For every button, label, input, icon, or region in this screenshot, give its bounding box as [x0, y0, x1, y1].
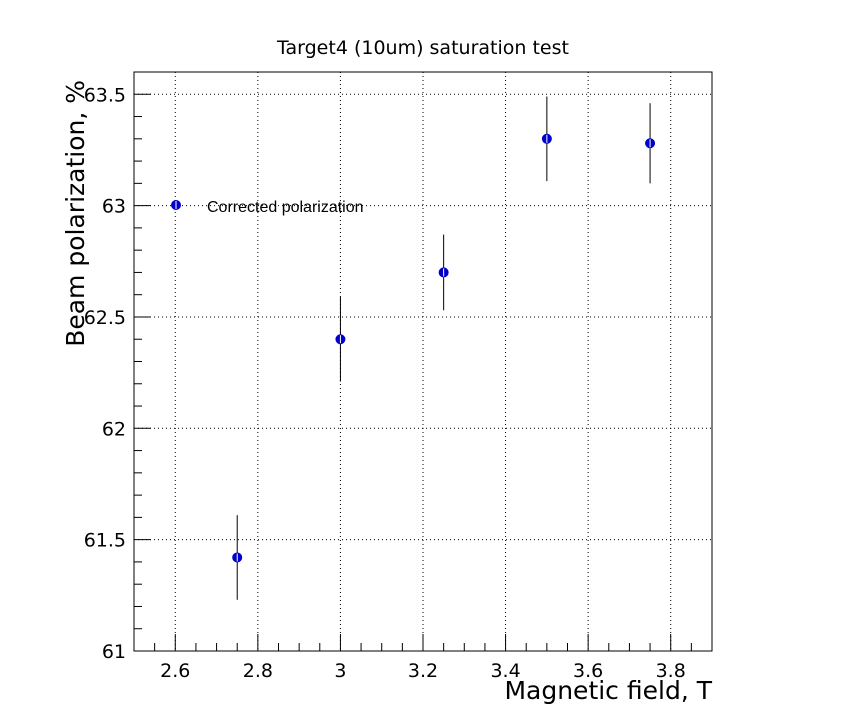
y-tick-label: 62.5 [84, 307, 126, 329]
legend: Corrected polarization [171, 199, 364, 216]
data-point [438, 267, 449, 278]
data-point [232, 552, 243, 563]
x-tick-label: 3.4 [490, 660, 520, 682]
x-tick-label: 3.6 [573, 660, 603, 682]
data-series [232, 96, 656, 600]
x-tick-label: 3 [334, 660, 346, 682]
data-point [645, 138, 656, 149]
legend-label: Corrected polarization [207, 199, 364, 216]
y-tick-label: 63.5 [84, 84, 126, 106]
y-tick-label: 61.5 [84, 530, 126, 552]
grid-lines [134, 72, 712, 652]
legend-marker [171, 200, 181, 210]
y-tick-label: 61 [102, 641, 126, 663]
x-tick-label: 2.6 [160, 660, 190, 682]
y-tick-label: 62 [102, 418, 126, 440]
y-axis-title: Beam polarization, % [61, 80, 90, 347]
tick-labels: 2.6 2.8 3 3.2 3.4 3.6 3.8 61 61.5 62 62.5 63 63.5 [84, 84, 686, 682]
legend-marker-dot [171, 200, 181, 210]
x-axis-title: Magnetic field, T [504, 676, 712, 705]
axis-ticks [133, 71, 713, 652]
data-point [541, 133, 552, 144]
chart-title: Target4 (10um) saturation test [276, 37, 569, 59]
x-tick-label: 3.2 [408, 660, 438, 682]
y-tick-label: 63 [102, 196, 126, 218]
x-tick-label: 3.8 [656, 660, 686, 682]
data-point [335, 334, 346, 345]
x-tick-label: 2.8 [243, 660, 273, 682]
